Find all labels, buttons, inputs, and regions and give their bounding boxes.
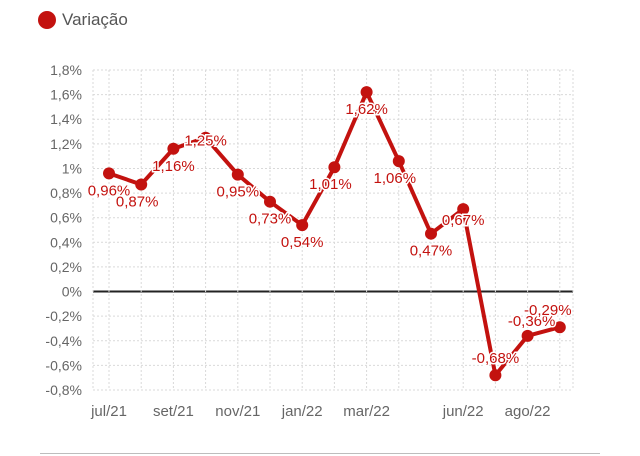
y-tick-label: 0% bbox=[62, 284, 82, 300]
grid bbox=[92, 69, 574, 391]
x-tick-label: nov/21 bbox=[215, 403, 260, 420]
data-point[interactable] bbox=[425, 227, 437, 240]
data-label: 0,96% bbox=[88, 182, 131, 199]
data-point[interactable] bbox=[392, 155, 405, 168]
data-point[interactable] bbox=[135, 178, 148, 191]
data-label: 0,87% bbox=[116, 193, 159, 210]
data-point[interactable] bbox=[360, 86, 373, 99]
legend-label: Variação bbox=[62, 10, 128, 29]
data-label: -0,36% bbox=[508, 313, 556, 330]
y-tick-label: 1,6% bbox=[50, 87, 82, 103]
legend[interactable]: Variação bbox=[38, 10, 128, 30]
data-label: 0,73% bbox=[249, 211, 292, 228]
data-label: -0,68% bbox=[472, 350, 520, 367]
data-label: 1,62% bbox=[345, 101, 388, 118]
y-tick-label: 0,4% bbox=[50, 234, 82, 250]
x-tick-label: set/21 bbox=[153, 403, 194, 420]
data-point[interactable] bbox=[199, 131, 212, 144]
data-label: 0,54% bbox=[281, 234, 324, 251]
data-point[interactable] bbox=[264, 195, 276, 208]
y-axis: 1,8% 1,6% 1,4% 1,2% 1% 0,8% 0,6% 0,4% 0,2% 0% -0,2… bbox=[45, 62, 82, 398]
data-label: 0,67% bbox=[442, 212, 485, 229]
y-tick-label: -0,6% bbox=[45, 357, 82, 373]
data-point[interactable] bbox=[296, 219, 309, 232]
x-tick-label: jun/22 bbox=[442, 403, 484, 420]
data-point[interactable] bbox=[231, 168, 244, 181]
data-label: -0,29% bbox=[524, 302, 572, 319]
y-tick-label: 1,2% bbox=[50, 136, 82, 152]
legend-marker bbox=[38, 11, 56, 29]
x-axis: jul/21 set/21 nov/21 jan/22 mar/22 jun/22 ago/… bbox=[90, 403, 550, 420]
data-label: 1,25% bbox=[184, 133, 227, 150]
data-point[interactable] bbox=[167, 142, 180, 155]
y-tick-label: -0,4% bbox=[45, 333, 82, 349]
data-point[interactable] bbox=[521, 329, 534, 342]
y-tick-label: -0,2% bbox=[45, 308, 82, 324]
data-point[interactable] bbox=[489, 369, 502, 382]
y-tick-label: 0,6% bbox=[50, 210, 82, 226]
data-labels: 0,96%0,87% 1,16% 1,25% 0,95% 0,73% 0,54% 1,01%… bbox=[86, 100, 573, 369]
y-tick-label: 0,8% bbox=[50, 185, 82, 201]
x-tick-label: jan/22 bbox=[281, 403, 323, 420]
data-point[interactable] bbox=[103, 167, 115, 180]
data-point[interactable] bbox=[328, 161, 341, 174]
y-tick-label: 0,2% bbox=[50, 259, 82, 275]
y-tick-label: -0,8% bbox=[45, 382, 82, 398]
x-tick-label: ago/22 bbox=[505, 403, 551, 420]
data-label: 1,16% bbox=[152, 158, 195, 175]
data-label: 1,06% bbox=[374, 170, 417, 187]
y-tick-label: 1,8% bbox=[50, 62, 82, 78]
data-point[interactable] bbox=[553, 321, 566, 334]
y-tick-label: 1% bbox=[62, 160, 82, 176]
bottom-divider bbox=[40, 453, 600, 454]
x-tick-label: mar/22 bbox=[343, 403, 390, 420]
data-label: 1,01% bbox=[309, 176, 352, 193]
data-point[interactable] bbox=[457, 203, 470, 216]
y-tick-label: 1,4% bbox=[50, 111, 82, 127]
data-label: 0,47% bbox=[410, 243, 453, 260]
data-label: 0,95% bbox=[217, 184, 260, 201]
series-points[interactable] bbox=[103, 86, 566, 382]
x-tick-label: jul/21 bbox=[90, 403, 127, 420]
